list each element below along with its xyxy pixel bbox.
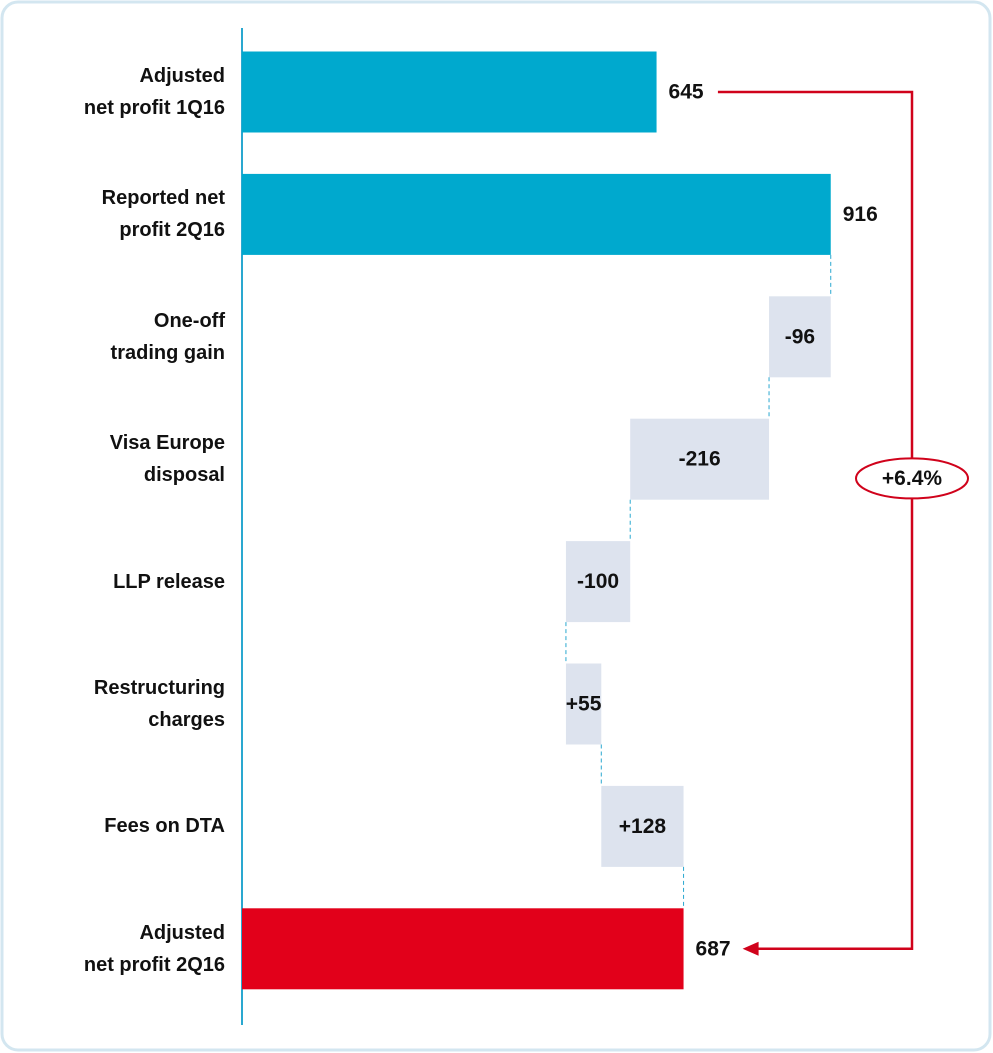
value-label: -216 <box>679 448 721 471</box>
value-label: +55 <box>566 693 602 716</box>
category-label: One-off trading gain <box>110 309 225 364</box>
value-label: -100 <box>577 570 619 593</box>
value-label: 687 <box>696 937 731 960</box>
bar <box>565 663 602 745</box>
category-label: Adjusted net profit 1Q16 <box>83 65 225 119</box>
category-label: Reported net profit 2Q16 <box>101 187 225 242</box>
bar <box>601 785 684 867</box>
bar <box>242 173 831 255</box>
annotation: +6.4% <box>882 467 942 490</box>
category-label: Restructuring charges <box>93 677 225 731</box>
value-label: -96 <box>785 325 815 348</box>
category-label: Fees on DTA <box>104 815 225 838</box>
category-label: LLP release <box>113 570 225 593</box>
category-label: Visa Europe disposal <box>109 432 225 487</box>
change-arrow <box>717 90 914 951</box>
bar <box>630 418 770 500</box>
bar <box>769 296 831 378</box>
value-label: 645 <box>669 81 704 104</box>
value-label: 916 <box>843 203 878 226</box>
bar <box>242 51 657 133</box>
arrow-head <box>742 941 759 956</box>
value-label: +128 <box>619 815 667 838</box>
annotation-ellipse <box>855 457 969 500</box>
bar <box>565 541 631 623</box>
category-label: Adjusted net profit 2Q16 <box>83 921 225 976</box>
bar <box>242 908 684 990</box>
